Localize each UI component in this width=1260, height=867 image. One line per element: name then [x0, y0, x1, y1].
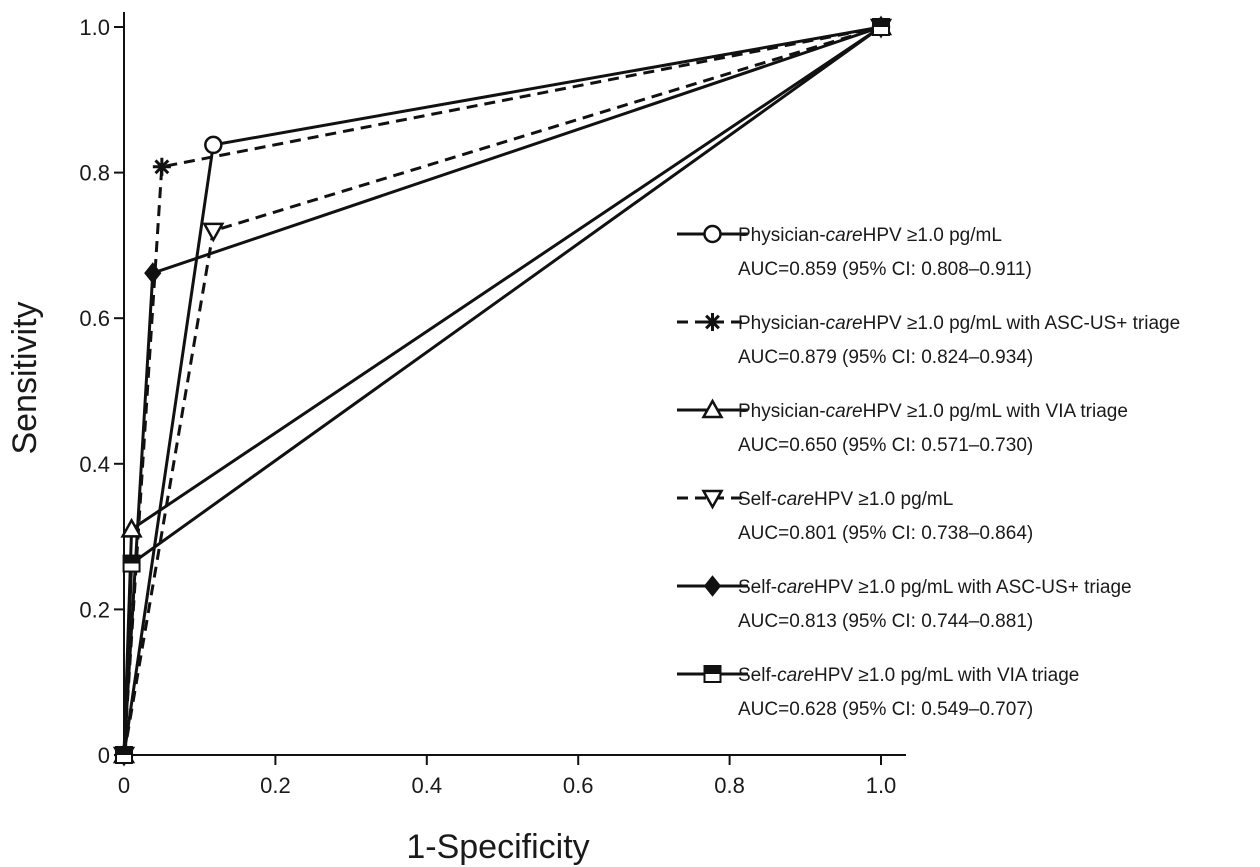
- y-axis-title: Sensitivity: [6, 301, 44, 454]
- marker-s5-p1: [144, 262, 162, 284]
- legend-item-3: Physician-careHPV ≥1.0 pg/mL with VIA tr…: [677, 398, 1128, 456]
- legend-label-2: Physician-careHPV ≥1.0 pg/mL with ASC-US…: [738, 313, 1180, 334]
- legend-auc-3: AUC=0.650 (95% CI: 0.571–0.730): [738, 435, 1033, 456]
- legend-auc-2: AUC=0.879 (95% CI: 0.824–0.934): [738, 347, 1033, 368]
- x-tick-label-4: 0.8: [714, 773, 745, 798]
- legend-marker-2: [703, 313, 722, 331]
- series-line-2: [122, 25, 882, 756]
- legend-label-4: Self-careHPV ≥1.0 pg/mL: [738, 489, 953, 510]
- legend-marker-6: [703, 665, 722, 683]
- legend-marker-4: [701, 489, 724, 510]
- y-tick-label-0: 0: [98, 743, 110, 768]
- marker-s6-p2: [872, 18, 890, 36]
- y-tick-label-4: 0.8: [79, 161, 110, 186]
- marker-s6-p0: [115, 746, 133, 764]
- legend-marker-3: [701, 398, 724, 419]
- legend: Physician-careHPV ≥1.0 pg/mL AUC=0.859 (9…: [677, 224, 1180, 720]
- x-tick-label-0: 0: [118, 773, 130, 798]
- series-line-3: [122, 25, 882, 756]
- legend-marker-5: [703, 575, 722, 597]
- legend-auc-1: AUC=0.859 (95% CI: 0.808–0.911): [738, 259, 1032, 280]
- legend-auc-5: AUC=0.813 (95% CI: 0.744–0.881): [738, 611, 1033, 632]
- legend-item-4: Self-careHPV ≥1.0 pg/mL AUC=0.801 (95% CI…: [677, 489, 1033, 544]
- x-axis-title: 1-Specificity: [406, 828, 589, 866]
- x-tick-label-5: 1.0: [866, 773, 897, 798]
- legend-marker-1: [703, 224, 722, 244]
- y-tick-label-3: 0.6: [79, 306, 110, 331]
- marker-s2-p1: [152, 157, 171, 176]
- marker-s3-p1: [120, 517, 143, 538]
- marker-s1-p1: [204, 135, 223, 155]
- marker-s6-p1: [122, 554, 141, 573]
- x-tick-label-2: 0.4: [412, 773, 443, 798]
- series-markers: [112, 15, 893, 767]
- x-tick-label-1: 0.2: [260, 773, 291, 798]
- series-line-1: [122, 25, 882, 756]
- y-tick-label-2: 0.4: [79, 452, 110, 477]
- series-line-6: [122, 25, 882, 756]
- legend-item-2: Physician-careHPV ≥1.0 pg/mL with ASC-US…: [677, 313, 1180, 368]
- legend-label-3: Physician-careHPV ≥1.0 pg/mL with VIA tr…: [738, 401, 1128, 422]
- legend-auc-6: AUC=0.628 (95% CI: 0.549–0.707): [738, 699, 1033, 720]
- legend-item-6: Self-careHPV ≥1.0 pg/mL with VIA triage A…: [677, 665, 1079, 720]
- legend-label-6: Self-careHPV ≥1.0 pg/mL with VIA triage: [738, 665, 1079, 686]
- legend-item-5: Self-careHPV ≥1.0 pg/mL with ASC-US+ tri…: [677, 575, 1132, 632]
- x-tick-label-3: 0.6: [563, 773, 594, 798]
- series-line-5: [122, 25, 882, 756]
- legend-item-1: Physician-careHPV ≥1.0 pg/mL AUC=0.859 (9…: [677, 224, 1032, 280]
- y-tick-label-1: 0.2: [79, 597, 110, 622]
- series-lines: [122, 25, 882, 756]
- legend-auc-4: AUC=0.801 (95% CI: 0.738–0.864): [738, 523, 1033, 544]
- marker-s4-p1: [202, 222, 225, 243]
- legend-label-1: Physician-careHPV ≥1.0 pg/mL: [738, 225, 1002, 246]
- legend-label-5: Self-careHPV ≥1.0 pg/mL with ASC-US+ tri…: [738, 577, 1132, 598]
- y-tick-label-5: 1.0: [79, 15, 110, 40]
- series-line-4: [122, 25, 882, 756]
- axes: 0 0.2 0.4 0.6 0.8 1.0 0 0.2 0.4 0.6 0.8 1.0: [79, 12, 906, 798]
